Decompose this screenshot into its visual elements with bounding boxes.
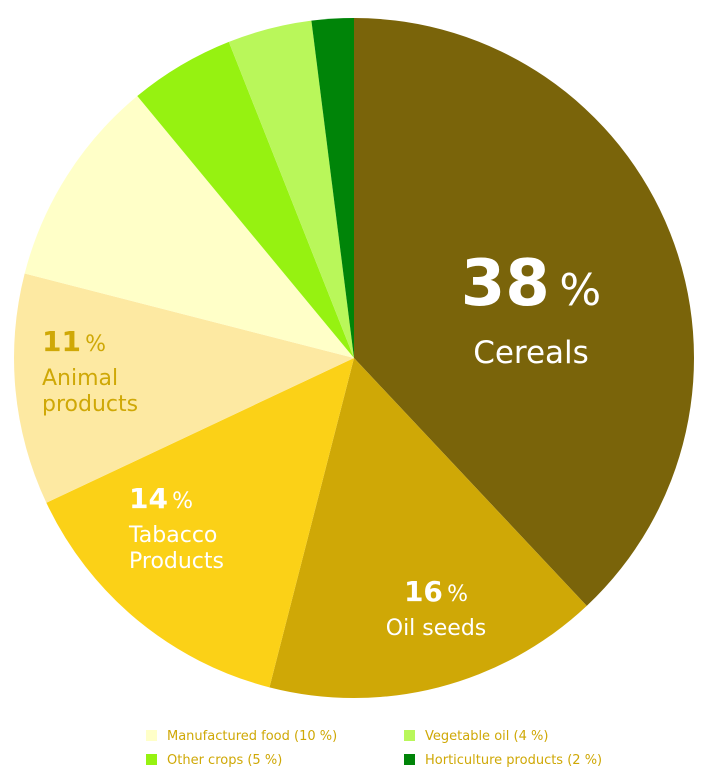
pie-slices (14, 18, 695, 699)
legend-label: Vegetable oil (4 %) (425, 729, 548, 744)
slice-value-label: 16% (404, 575, 468, 608)
slice-value-label: 11% (42, 325, 106, 358)
slice-value-label: 38% (461, 247, 601, 321)
pie-slice-other-crops (137, 41, 354, 358)
slice-category-label: Animal (42, 366, 118, 391)
legend-item: Manufactured food (10 %) (146, 729, 337, 744)
slice-category-label: products (42, 392, 138, 417)
pie-slice-vegetable-oil (228, 20, 354, 359)
legend-swatch (404, 754, 415, 765)
pie-slice-oil-seeds (269, 358, 587, 699)
slice-label-oil-seeds: 16 % Oil seeds (386, 575, 487, 641)
legend-label: Manufactured food (10 %) (167, 729, 337, 744)
pie-slice-horticulture-products (311, 18, 354, 358)
legend-item: Horticulture products (2 %) (404, 753, 602, 768)
legend-item: Other crops (5 %) (146, 753, 282, 768)
legend-item: Vegetable oil (4 %) (404, 729, 548, 744)
slice-label-cereals: 38 % Cereals (461, 247, 601, 371)
legend-label: Horticulture products (2 %) (425, 753, 602, 768)
slice-category-label: Cereals (473, 335, 589, 371)
slice-category-label: Products (129, 549, 224, 574)
slice-category-label: Oil seeds (386, 616, 487, 641)
legend-swatch (404, 730, 415, 741)
pie-slice-cereals (354, 18, 695, 606)
pie-slice-manufactured-food (24, 96, 355, 358)
legend-swatch (146, 730, 157, 741)
pie-slice-animal-products (14, 273, 355, 503)
legend: Manufactured food (10 %) Vegetable oil (4… (146, 729, 602, 768)
legend-swatch (146, 754, 157, 765)
pie-labels: 38 % Cereals 16 % Oil seeds 14 % TabaccoProducts… (42, 247, 601, 641)
slice-value-label: 14% (129, 482, 193, 515)
slice-category-label: Tabacco (128, 523, 217, 548)
legend-label: Other crops (5 %) (167, 753, 282, 768)
pie-slice-tabacco-products (46, 358, 355, 688)
